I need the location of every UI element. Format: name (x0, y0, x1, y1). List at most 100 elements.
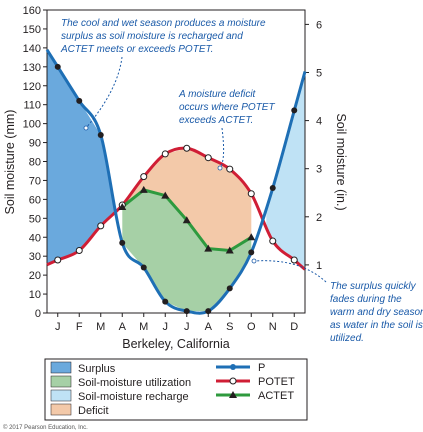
p-point (162, 298, 169, 305)
legend-label-actet: ACTET (258, 390, 294, 402)
potet-point (161, 150, 169, 158)
annotation-wet-season-line-3: ACTET meets or exceeds POTET. (60, 44, 213, 55)
left-axis-title: Soil moisture (mm) (3, 110, 17, 215)
series-group (45, 48, 307, 315)
actet-point (118, 202, 127, 210)
p-point (54, 63, 61, 70)
right-tick-label: 1 (316, 260, 322, 272)
annotation-surplus-line-4: as water in the soil is (330, 320, 423, 331)
left-tick-label: 60 (29, 194, 41, 206)
area-fills (47, 49, 305, 312)
potet-point (269, 237, 277, 245)
legend-swatch-utilization (50, 375, 72, 388)
p-point (183, 308, 190, 315)
x-tick-label: D (290, 321, 298, 333)
p-point (76, 97, 83, 104)
annotation-deficit-dot (217, 165, 223, 171)
p-line (45, 48, 307, 315)
potet-point (290, 256, 298, 264)
annotation-deficit-line-3: exceeds ACTET. (179, 115, 253, 126)
x-tick-label: O (247, 321, 256, 333)
p-point (205, 308, 212, 315)
deficit-area (122, 148, 252, 251)
actet-point (225, 246, 234, 254)
p-point (291, 107, 298, 114)
utilization-area (122, 189, 252, 312)
potet-point (54, 256, 62, 264)
actet-point (139, 185, 148, 193)
annotation-deficit-line-1: A moisture deficit (178, 89, 257, 100)
annotation-deficit: A moisture deficit occurs where POTET ex… (175, 84, 275, 171)
p-point (97, 131, 104, 138)
legend-label-surplus: Surplus (78, 363, 116, 375)
legend-swatch-deficit (50, 403, 72, 416)
legend: Surplus Soil-moisture utilization Soil-m… (44, 358, 308, 421)
left-tick-label: 160 (23, 5, 41, 17)
potet-point (247, 190, 255, 198)
annotation-surplus-leader (253, 260, 327, 283)
left-tick-label: 120 (23, 81, 41, 93)
left-tick-label: 80 (29, 157, 41, 169)
left-tick-label: 10 (29, 289, 41, 301)
potet-point (183, 144, 191, 152)
left-tick-label: 150 (23, 24, 41, 36)
x-tick-label: S (226, 321, 233, 333)
left-tick-label: 130 (23, 62, 41, 74)
left-tick-label: 20 (29, 270, 41, 282)
right-axis-title: Soil moisture (in.) (334, 113, 348, 210)
legend-label-potet: POTET (258, 376, 295, 388)
right-tick-label: 6 (316, 19, 322, 31)
annotation-surplus-line-5: utilized. (330, 333, 364, 344)
legend-label-deficit: Deficit (78, 405, 109, 417)
actet-point (161, 191, 170, 199)
x-tick-label: A (205, 321, 213, 333)
left-tick-label: 110 (23, 100, 41, 112)
legend-label-recharge: Soil-moisture recharge (78, 391, 189, 403)
right-axis-ticks: 1 2 3 4 5 6 (305, 19, 322, 272)
x-tick-label: M (139, 321, 148, 333)
annotation-wet-season-line-1: The cool and wet season produces a moist… (61, 18, 266, 29)
potet-point (226, 165, 234, 173)
annotation-wet-season: The cool and wet season produces a moist… (56, 13, 266, 131)
p-point (226, 285, 233, 292)
x-tick-label: J (55, 321, 61, 333)
left-axis-ticks: 0 10 20 30 40 50 60 70 80 90 100 110 120 130 140 150 160 (23, 5, 47, 320)
x-tick-label: M (96, 321, 105, 333)
p-point (119, 239, 126, 246)
annotation-surplus-dot (251, 258, 257, 264)
p-point (140, 264, 147, 271)
right-tick-label: 5 (316, 67, 322, 79)
right-tick-label: 4 (316, 116, 322, 128)
surplus-area-jan-mar (47, 49, 117, 265)
legend-label-utilization: Soil-moisture utilization (78, 377, 191, 389)
legend-key-p (216, 364, 250, 370)
legend-key-actet (216, 391, 250, 398)
actet-point (204, 244, 213, 252)
potet-point (75, 247, 83, 255)
right-tick-label: 3 (316, 164, 322, 176)
x-tick-label: J (184, 321, 190, 333)
x-tick-label: A (119, 321, 127, 333)
annotation-wet-season-leader (85, 56, 123, 129)
surplus-area-nov-dec (266, 71, 305, 270)
legend-label-p: P (258, 362, 265, 374)
legend-swatch-recharge (50, 389, 72, 402)
actet-point (182, 216, 191, 224)
copyright: © 2017 Pearson Education, Inc. (3, 424, 88, 431)
legend-frame (44, 358, 308, 421)
chart-title: Berkeley, California (122, 337, 230, 351)
annotation-wet-season-line-2: surplus as soil moisture is recharged an… (61, 31, 243, 42)
x-tick-label: N (269, 321, 277, 333)
annotation-surplus-line-2: fades during the (330, 294, 402, 305)
right-tick-label: 2 (316, 212, 322, 224)
left-tick-label: 70 (29, 175, 41, 187)
annotation-deficit-leader (219, 127, 225, 169)
legend-swatch-surplus (50, 361, 72, 374)
p-point (248, 249, 255, 256)
actet-point (247, 233, 256, 241)
left-tick-label: 100 (23, 119, 41, 131)
p-point (269, 185, 276, 192)
annotation-surplus-fades: The surplus quickly fades during the war… (251, 258, 423, 344)
x-tick-label: J (163, 321, 169, 333)
